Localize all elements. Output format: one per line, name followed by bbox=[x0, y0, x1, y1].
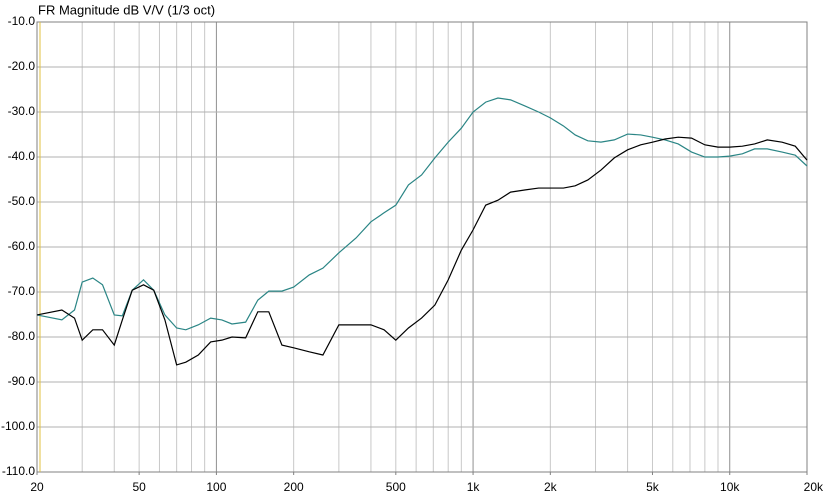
x-tick-label: 2k bbox=[544, 480, 558, 494]
y-tick-label: -90.0 bbox=[8, 374, 36, 388]
plot-frame bbox=[36, 21, 808, 473]
x-tick-label: 100 bbox=[206, 480, 226, 494]
y-tick-label: -110.0 bbox=[2, 464, 35, 478]
x-tick-label: 20k bbox=[804, 480, 824, 494]
x-tick-label: 500 bbox=[386, 480, 406, 494]
x-tick-label: 200 bbox=[284, 480, 304, 494]
series-line bbox=[36, 136, 808, 366]
x-tick-label: 10k bbox=[720, 480, 740, 494]
y-tick-label: -60.0 bbox=[8, 239, 36, 253]
y-tick-label: -10.0 bbox=[8, 14, 36, 28]
y-tick-label: -40.0 bbox=[8, 149, 36, 163]
y-tick-label: -20.0 bbox=[8, 59, 36, 73]
y-tick-label: -50.0 bbox=[8, 194, 36, 208]
x-tick-label: 20 bbox=[30, 480, 44, 494]
x-tick-label: 1k bbox=[467, 480, 481, 494]
grid bbox=[36, 21, 808, 473]
chart-title: FR Magnitude dB V/V (1/3 oct) bbox=[38, 2, 215, 17]
y-tick-label: -30.0 bbox=[8, 104, 36, 118]
x-tick-label: 5k bbox=[646, 480, 660, 494]
x-tick-label: 50 bbox=[132, 480, 146, 494]
y-tick-label: -70.0 bbox=[8, 284, 36, 298]
y-tick-label: -80.0 bbox=[8, 329, 36, 343]
y-tick-label: -100.0 bbox=[1, 419, 35, 433]
